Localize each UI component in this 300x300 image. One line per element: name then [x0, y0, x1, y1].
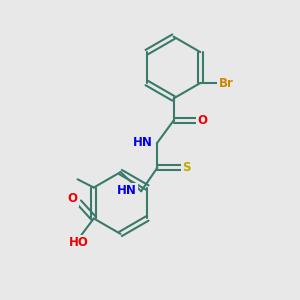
Text: HN: HN: [117, 184, 137, 197]
Text: O: O: [197, 114, 207, 127]
Text: Br: Br: [218, 76, 233, 89]
Text: HN: HN: [133, 136, 153, 148]
Text: HO: HO: [69, 236, 89, 249]
Text: O: O: [68, 192, 78, 205]
Text: S: S: [183, 161, 191, 174]
